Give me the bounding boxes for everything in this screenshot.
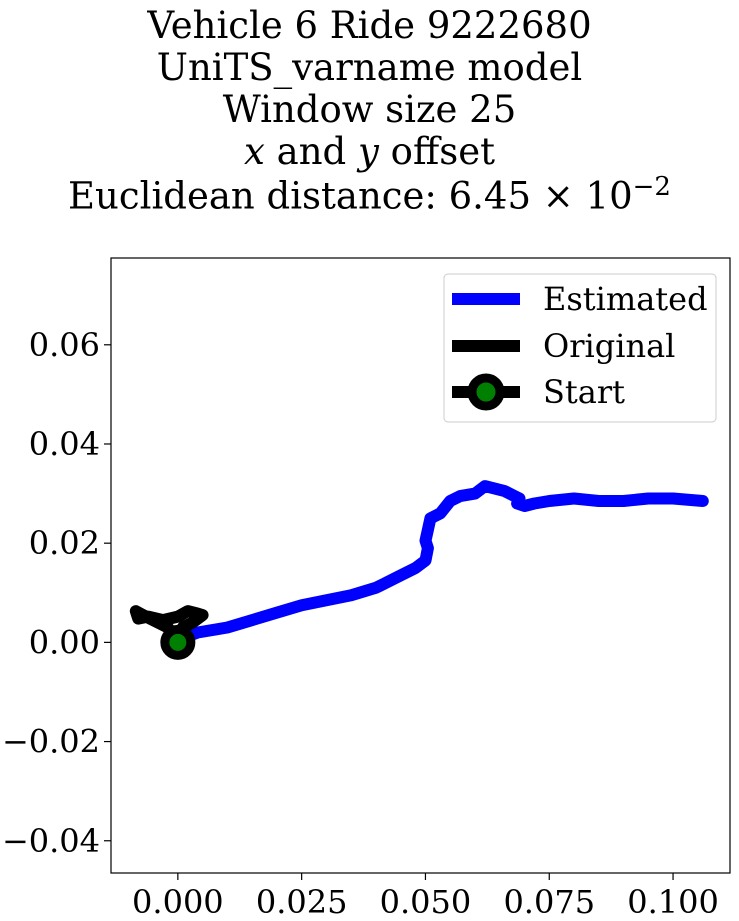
title-y-var: y bbox=[358, 130, 379, 173]
legend-label-original: Original bbox=[543, 327, 675, 365]
legend-label-estimated: Estimated bbox=[543, 280, 708, 318]
y-tick-label: −0.02 bbox=[2, 723, 100, 761]
y-tick-label: −0.04 bbox=[2, 822, 100, 860]
legend-frame bbox=[443, 273, 717, 423]
y-axis: −0.04 −0.02 0.00 0.02 0.04 0.06 bbox=[2, 326, 111, 860]
title-exponent: −2 bbox=[632, 172, 671, 202]
x-tick-label: 0.075 bbox=[503, 883, 595, 921]
legend-label-start: Start bbox=[543, 373, 625, 411]
title-line-5: Euclidean distance: 6.45 × 10−2 bbox=[0, 172, 739, 217]
title-line-3: Window size 25 bbox=[222, 88, 517, 131]
y-tick-label: 0.04 bbox=[29, 425, 100, 463]
legend-swatch-start-marker bbox=[467, 373, 505, 411]
y-tick-label: 0.00 bbox=[29, 623, 100, 661]
x-tick-label: 0.100 bbox=[627, 883, 719, 921]
legend: Estimated Original Start bbox=[443, 273, 717, 423]
x-tick-label: 0.050 bbox=[380, 883, 472, 921]
title-line-4: x and y offset bbox=[0, 130, 739, 173]
title-offset: offset bbox=[378, 130, 495, 173]
title-line-1: Vehicle 6 Ride 9222680 bbox=[147, 4, 592, 47]
series-line-original bbox=[129, 605, 209, 649]
title-line-2: UniTS_varname model bbox=[156, 46, 583, 89]
title-x-var: x bbox=[244, 130, 265, 173]
plot-frame bbox=[110, 257, 731, 874]
y-tick-label: 0.06 bbox=[29, 326, 100, 364]
series-line-estimated bbox=[171, 480, 709, 646]
series-layer bbox=[129, 480, 709, 660]
title-distance: Euclidean distance: 6.45 × 10 bbox=[68, 174, 633, 218]
title-and: and bbox=[264, 130, 358, 173]
x-axis: 0.000 0.025 0.050 0.075 0.100 bbox=[132, 873, 719, 921]
x-tick-label: 0.000 bbox=[132, 883, 224, 921]
x-tick-label: 0.025 bbox=[256, 883, 348, 921]
y-tick-label: 0.02 bbox=[29, 524, 100, 562]
start-marker bbox=[160, 624, 196, 660]
